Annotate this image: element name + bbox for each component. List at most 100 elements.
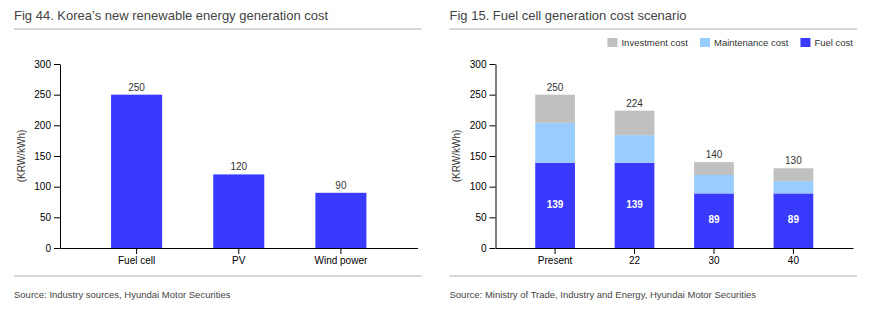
tick-label: 250 bbox=[34, 89, 51, 100]
tick-mark bbox=[490, 187, 496, 188]
separator bbox=[450, 29, 858, 30]
tick: 50 bbox=[40, 212, 60, 223]
tick: 100 bbox=[470, 181, 496, 192]
tick: 30 bbox=[708, 248, 720, 266]
tick: PV bbox=[232, 248, 246, 266]
tick-label: 40 bbox=[788, 255, 800, 266]
legend-label: Fuel cost bbox=[814, 37, 853, 48]
bars bbox=[535, 95, 813, 248]
tick-label: 200 bbox=[34, 120, 51, 131]
tick-label: 30 bbox=[708, 255, 720, 266]
bars bbox=[111, 95, 366, 248]
tick: 300 bbox=[470, 59, 496, 70]
tick-mark bbox=[555, 248, 556, 254]
legend-item: Maintenance cost bbox=[700, 37, 789, 48]
axis-line bbox=[496, 65, 497, 249]
title: Fig 44. Korea’s new renewable energy gen… bbox=[14, 8, 329, 23]
tick-label: PV bbox=[232, 255, 246, 266]
tick-mark bbox=[54, 217, 60, 218]
panel: Fig 44. Korea’s new renewable energy gen… bbox=[14, 8, 422, 300]
tick-mark bbox=[54, 125, 60, 126]
bar bbox=[315, 193, 366, 248]
panel: Fig 15. Fuel cell generation cost scenar… bbox=[450, 8, 858, 300]
legend-item: Investment cost bbox=[607, 37, 688, 48]
axis-title: (KRW/kWh) bbox=[16, 130, 27, 183]
tick: 200 bbox=[470, 120, 496, 131]
tick: 200 bbox=[34, 120, 60, 131]
tick-label: 150 bbox=[34, 151, 51, 162]
tick-mark bbox=[490, 217, 496, 218]
tick-label: 0 bbox=[45, 243, 51, 254]
tick: 150 bbox=[470, 151, 496, 162]
tick: 150 bbox=[34, 151, 60, 162]
bar bbox=[694, 175, 734, 193]
tick-label: 300 bbox=[470, 59, 487, 70]
tick: 250 bbox=[470, 89, 496, 100]
data-label: 89 bbox=[788, 214, 800, 225]
tick-mark bbox=[490, 64, 496, 65]
tick-label: 0 bbox=[481, 243, 487, 254]
bar bbox=[774, 181, 814, 193]
tick-mark bbox=[490, 95, 496, 96]
bar bbox=[111, 95, 162, 248]
data-label: 250 bbox=[128, 82, 145, 93]
data-labels: 250 120 90 bbox=[128, 82, 347, 191]
bar bbox=[213, 174, 264, 248]
legend-item: Fuel cost bbox=[800, 37, 853, 48]
tick-mark bbox=[54, 187, 60, 188]
legend: Investment cost Maintenance cost Fuel cost bbox=[607, 37, 853, 48]
total-label: 140 bbox=[706, 149, 723, 160]
bar bbox=[535, 123, 575, 163]
tick-label: 250 bbox=[470, 89, 487, 100]
tick: 40 bbox=[788, 248, 800, 266]
tick: 22 bbox=[629, 248, 641, 266]
tick-mark bbox=[490, 125, 496, 126]
source: Source: Industry sources, Hyundai Motor … bbox=[14, 289, 231, 300]
axis-title: (KRW/kWh) bbox=[451, 130, 462, 183]
tick-mark bbox=[490, 156, 496, 157]
tick-mark bbox=[54, 95, 60, 96]
separator bbox=[14, 276, 422, 277]
tick: 0 bbox=[481, 243, 496, 254]
separator bbox=[14, 29, 422, 30]
data-label: 89 bbox=[708, 214, 720, 225]
tick-label: 100 bbox=[34, 181, 51, 192]
tick: 300 bbox=[34, 59, 60, 70]
tick-mark bbox=[340, 248, 341, 254]
bar bbox=[774, 168, 814, 181]
tick-label: 50 bbox=[475, 212, 487, 223]
tick: 0 bbox=[45, 243, 60, 254]
data-label: 120 bbox=[230, 161, 247, 172]
x-axis: Fuel cellPVWind power bbox=[61, 248, 419, 266]
total-label: 224 bbox=[626, 98, 643, 109]
data-label: 139 bbox=[547, 199, 564, 210]
tick-mark bbox=[238, 248, 239, 254]
tick-mark bbox=[793, 248, 794, 254]
title: Fig 15. Fuel cell generation cost scenar… bbox=[450, 8, 687, 23]
tick-mark bbox=[136, 248, 137, 254]
data-label: 90 bbox=[335, 180, 347, 191]
bar bbox=[774, 193, 814, 248]
tick-label: Wind power bbox=[314, 255, 367, 266]
separator bbox=[450, 276, 858, 277]
bar bbox=[615, 163, 655, 248]
bar bbox=[535, 163, 575, 248]
tick: 100 bbox=[34, 181, 60, 192]
data-labels: 1391398989250224140130 bbox=[547, 82, 802, 226]
tick: 250 bbox=[34, 89, 60, 100]
x-axis: Present223040 bbox=[496, 248, 854, 266]
tick-mark bbox=[634, 248, 635, 254]
data-label: 139 bbox=[626, 199, 643, 210]
chart-canvas: Fig 44. Korea’s new renewable energy gen… bbox=[0, 0, 871, 324]
bar bbox=[535, 95, 575, 123]
bar bbox=[694, 162, 734, 175]
tick: Wind power bbox=[314, 248, 367, 266]
tick-mark bbox=[713, 248, 714, 254]
legend-label: Investment cost bbox=[621, 37, 688, 48]
y-axis: 0 50 100 150 200 250 300 bbox=[470, 59, 496, 254]
tick-label: 22 bbox=[629, 255, 641, 266]
bar bbox=[694, 193, 734, 248]
tick-mark bbox=[54, 156, 60, 157]
legend-swatch bbox=[800, 38, 810, 47]
tick-label: 300 bbox=[34, 59, 51, 70]
